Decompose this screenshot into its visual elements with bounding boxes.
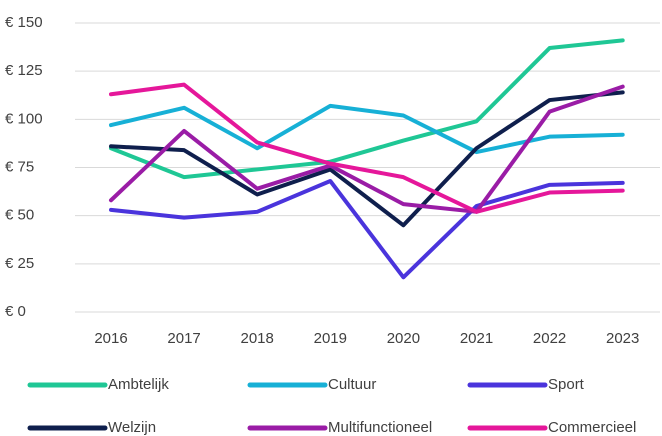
legend-label: Ambtelijk <box>108 376 169 393</box>
x-tick-label: 2017 <box>167 330 200 347</box>
y-tick-label: € 125 <box>5 62 43 79</box>
legend-label: Welzijn <box>108 419 156 436</box>
x-tick-label: 2016 <box>94 330 127 347</box>
legend-label: Sport <box>548 376 585 393</box>
y-tick-label: € 0 <box>5 303 26 320</box>
y-tick-label: € 75 <box>5 158 34 175</box>
y-tick-label: € 50 <box>5 207 34 224</box>
series-line <box>109 84 625 214</box>
x-tick-label: 2020 <box>387 330 420 347</box>
series-line <box>109 178 625 280</box>
series-line <box>109 90 625 228</box>
y-tick-label: € 25 <box>5 255 34 272</box>
x-tick-label: 2022 <box>533 330 566 347</box>
x-tick-label: 2021 <box>460 330 493 347</box>
y-tick-label: € 100 <box>5 110 43 127</box>
series-line <box>109 103 625 155</box>
x-tick-label: 2019 <box>314 330 347 347</box>
legend-label: Multifunctioneel <box>328 419 432 436</box>
series-line <box>109 38 625 180</box>
series-line <box>109 82 625 214</box>
legend-label: Commercieel <box>548 419 636 436</box>
x-tick-label: 2023 <box>606 330 639 347</box>
y-tick-label: € 150 <box>5 14 43 31</box>
x-tick-label: 2018 <box>241 330 274 347</box>
legend-label: Cultuur <box>328 376 376 393</box>
